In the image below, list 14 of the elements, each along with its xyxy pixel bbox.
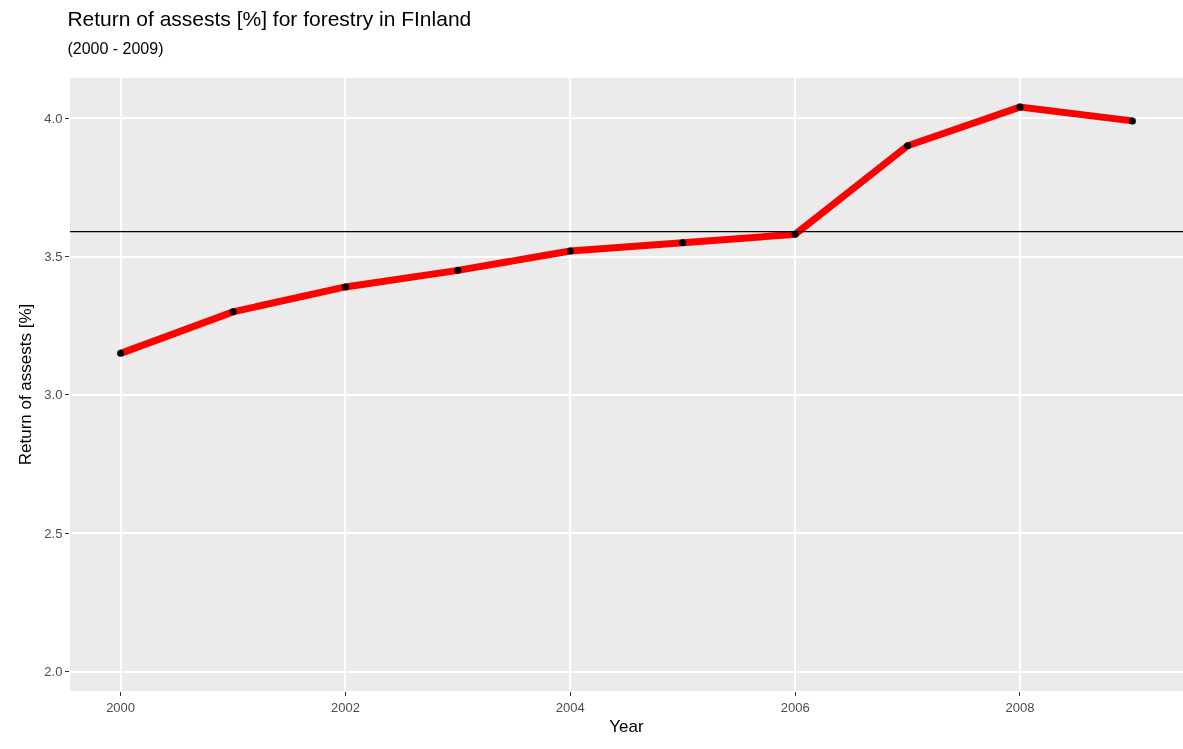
x-tick-label: 2008 [1005,699,1035,715]
x-tick-label: 2004 [555,699,585,715]
y-tick-label: 2.5 [44,525,63,541]
x-tick-label: 2000 [106,699,136,715]
y-tick-label: 2.0 [44,664,63,680]
y-axis-title: Return of assests [%] [15,303,35,466]
x-tick-label: 2002 [330,699,360,715]
chart-subtitle: (2000 - 2009) [67,39,164,57]
y-tick-label: 3.5 [44,249,63,265]
chart-title: Return of assests [%] for forestry in FInland [67,7,472,31]
y-tick-label: 4.0 [44,110,63,126]
x-tick-label: 2006 [780,699,810,715]
x-axis-title: Year [609,717,645,736]
y-tick-label: 3.0 [44,387,63,403]
